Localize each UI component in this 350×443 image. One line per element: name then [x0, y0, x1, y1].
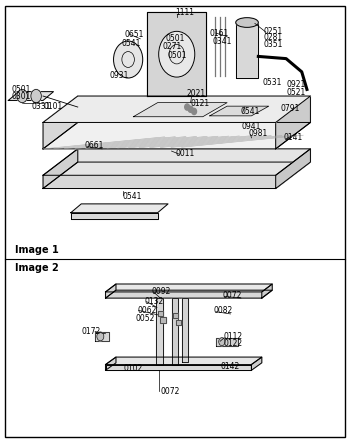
- Bar: [173, 313, 178, 319]
- Text: 0981: 0981: [248, 129, 268, 138]
- Text: 0251: 0251: [264, 27, 283, 36]
- Polygon shape: [210, 106, 269, 116]
- Text: 0501: 0501: [165, 34, 185, 43]
- Text: 0541: 0541: [122, 192, 142, 202]
- Bar: [173, 313, 178, 319]
- Polygon shape: [106, 284, 116, 298]
- Text: 0501: 0501: [167, 51, 187, 61]
- Text: 0651: 0651: [125, 30, 144, 39]
- Polygon shape: [147, 12, 206, 96]
- Text: 0121: 0121: [190, 99, 209, 108]
- Polygon shape: [251, 357, 262, 370]
- Text: 0052: 0052: [136, 314, 155, 323]
- Text: 0072: 0072: [160, 387, 180, 396]
- Bar: [176, 320, 181, 325]
- Text: 0011: 0011: [176, 149, 195, 158]
- Text: 0141: 0141: [284, 133, 303, 142]
- Circle shape: [219, 338, 225, 346]
- Text: 0142: 0142: [220, 362, 239, 371]
- Text: 0301: 0301: [12, 92, 31, 101]
- Text: 0082: 0082: [214, 307, 233, 315]
- Bar: [160, 318, 166, 323]
- Circle shape: [97, 332, 104, 341]
- Bar: [158, 311, 163, 316]
- Text: 0341: 0341: [212, 36, 232, 46]
- Text: 0331: 0331: [32, 101, 51, 111]
- Bar: [176, 320, 181, 325]
- Polygon shape: [43, 162, 310, 188]
- Polygon shape: [106, 357, 262, 365]
- Text: Image 2: Image 2: [15, 263, 59, 273]
- Text: 0271: 0271: [163, 42, 182, 51]
- Text: 0941: 0941: [241, 122, 261, 132]
- Text: 0102: 0102: [124, 364, 143, 373]
- Text: Image 1: Image 1: [15, 245, 59, 255]
- Text: 0062: 0062: [138, 306, 157, 315]
- Polygon shape: [43, 96, 310, 122]
- Text: 0101: 0101: [43, 101, 62, 111]
- Polygon shape: [106, 290, 272, 298]
- Text: 0172: 0172: [82, 327, 101, 336]
- Polygon shape: [236, 23, 258, 78]
- Text: 0541: 0541: [240, 107, 260, 116]
- Polygon shape: [262, 284, 272, 298]
- Bar: [160, 318, 166, 323]
- Circle shape: [31, 89, 41, 103]
- Text: 0281: 0281: [264, 33, 283, 43]
- Polygon shape: [182, 298, 188, 362]
- Polygon shape: [156, 298, 163, 365]
- Text: 0161: 0161: [210, 29, 229, 38]
- Circle shape: [192, 109, 197, 115]
- Polygon shape: [106, 365, 251, 370]
- Text: 0661: 0661: [85, 141, 104, 150]
- Text: 0531: 0531: [262, 78, 282, 87]
- Text: 2021: 2021: [186, 89, 205, 98]
- Polygon shape: [106, 357, 116, 370]
- Polygon shape: [43, 96, 78, 149]
- Text: 0092: 0092: [152, 287, 171, 295]
- Polygon shape: [8, 92, 54, 101]
- Polygon shape: [71, 204, 168, 213]
- Circle shape: [113, 41, 143, 78]
- Bar: [158, 311, 163, 316]
- Circle shape: [159, 31, 195, 77]
- Circle shape: [185, 104, 190, 110]
- Polygon shape: [133, 103, 227, 117]
- Text: 0791: 0791: [281, 104, 300, 113]
- Text: 0501: 0501: [12, 85, 31, 94]
- Text: 0122: 0122: [224, 339, 243, 348]
- Circle shape: [188, 106, 193, 113]
- Polygon shape: [216, 338, 238, 346]
- Text: 0132: 0132: [145, 297, 164, 306]
- Polygon shape: [276, 96, 310, 149]
- Polygon shape: [106, 284, 272, 292]
- Polygon shape: [43, 122, 310, 149]
- Polygon shape: [172, 298, 178, 365]
- Text: 1111: 1111: [175, 8, 194, 17]
- Polygon shape: [43, 149, 310, 175]
- Text: 0072: 0072: [223, 291, 242, 300]
- Polygon shape: [43, 149, 78, 188]
- Text: 0931: 0931: [110, 71, 129, 80]
- Text: 0351: 0351: [264, 40, 283, 49]
- Polygon shape: [276, 149, 310, 188]
- Text: 0521: 0521: [287, 88, 306, 97]
- Text: 0541: 0541: [121, 39, 141, 48]
- Text: 0921: 0921: [287, 80, 306, 89]
- Ellipse shape: [236, 18, 258, 27]
- Text: 0112: 0112: [224, 332, 243, 342]
- Circle shape: [17, 89, 27, 103]
- Polygon shape: [95, 331, 109, 341]
- Polygon shape: [71, 213, 158, 219]
